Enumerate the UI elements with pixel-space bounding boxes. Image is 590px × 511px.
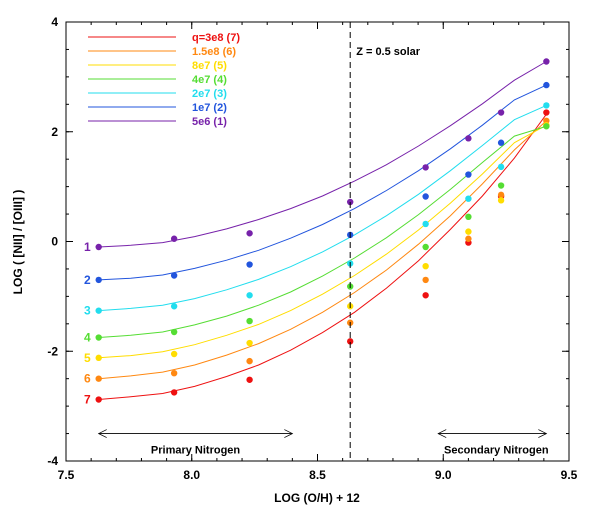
primary-arrow-head-left [97,429,107,438]
model-curve [98,61,547,248]
data-point [170,303,178,310]
data-point [422,292,429,299]
y-tick-label: -2 [47,344,58,358]
series-number-label: 6 [84,372,91,386]
data-point [246,261,253,268]
data-point [497,182,505,189]
data-point [465,135,472,142]
legend-label: q=3e8 (7) [192,32,240,44]
data-point [170,235,178,242]
data-point [346,198,354,206]
model-curve [98,125,547,338]
secondary-arrow-head-right [538,429,548,438]
data-point [246,376,253,383]
x-axis: 7.5 8.0 8.5 9.0 9.5 [58,22,578,482]
data-point [246,230,253,237]
data-point [95,354,102,362]
legend-label: 4e7 (4) [192,74,227,86]
data-point [422,262,429,270]
data-point [95,396,102,403]
series-number-label: 2 [84,273,91,287]
data-point [246,339,253,347]
data-point [422,243,429,251]
legend-label: 8e7 (5) [192,60,227,72]
data-point [465,171,472,178]
data-point [246,357,253,365]
data-point [422,164,429,171]
data-point [497,197,505,204]
data-points [95,58,550,403]
secondary-arrow-head-left [437,429,447,438]
data-point [543,123,550,130]
y-tick-label: 0 [51,235,58,249]
model-curve [98,113,547,400]
data-point [422,193,429,200]
series-number-label: 1 [84,240,91,254]
model-curve [98,104,547,312]
legend-label: 1e7 (2) [192,102,227,114]
data-point [543,109,550,116]
data-point [497,109,505,116]
data-point [543,102,550,109]
data-point [170,350,178,358]
data-point [95,307,102,314]
series-number-label: 5 [84,351,91,365]
data-point [543,58,550,65]
series-number-label: 7 [84,393,91,407]
series-number-label: 4 [84,331,91,345]
data-point [95,375,102,382]
model-curve [98,120,547,380]
model-curve [98,124,547,359]
x-tick-label: 7.5 [58,468,75,482]
legend-label: 2e7 (3) [192,88,227,100]
solar-metallicity-label: Z = 0.5 solar [356,46,421,58]
data-point [465,235,472,242]
data-point [170,328,178,336]
data-point [170,272,178,279]
plot-frame [65,21,570,462]
data-point [346,338,354,345]
y-tick-label: 2 [51,125,58,139]
data-point [465,213,472,221]
data-point [422,276,429,284]
data-point [465,228,472,235]
series-labels: 7 6 5 4 3 2 1 [84,240,91,407]
secondary-nitrogen-label: Secondary Nitrogen [444,445,549,457]
y-axis-label: LOG ( [NII] / [OIII] ) [11,190,25,295]
primary-arrow-head-right [284,429,294,438]
data-point [246,317,253,325]
model-curves [98,61,547,400]
legend-label: 5e6 (1) [192,116,227,128]
series-number-label: 3 [84,304,91,318]
data-point [497,139,505,146]
primary-nitrogen-label: Primary Nitrogen [151,445,241,457]
model-curve [98,84,547,281]
data-point [170,370,178,377]
data-point [95,276,102,284]
legend-label: 1.5e8 (6) [192,46,236,58]
data-point [497,191,505,199]
x-axis-label: LOG (O/H) + 12 [274,491,360,505]
legend: q=3e8 (7) 1.5e8 (6) 8e7 (5) 4e7 (4) 2e7 (3) 1… [88,32,240,128]
y-tick-label: -4 [47,454,58,468]
y-axis: -4 -2 0 2 4 [47,15,569,468]
x-tick-label: 8.0 [183,468,200,482]
nitrogen-arrows [97,429,548,438]
data-point [543,117,550,124]
x-tick-label: 9.5 [561,468,578,482]
data-point [95,243,102,251]
x-tick-label: 8.5 [309,468,326,482]
data-point [422,220,429,228]
y-tick-label: 4 [51,15,58,29]
x-tick-label: 9.0 [435,468,452,482]
data-point [95,334,102,341]
data-point [497,163,505,171]
data-point [465,195,472,202]
data-point [246,292,253,299]
data-point [170,389,178,396]
data-point [543,81,550,89]
